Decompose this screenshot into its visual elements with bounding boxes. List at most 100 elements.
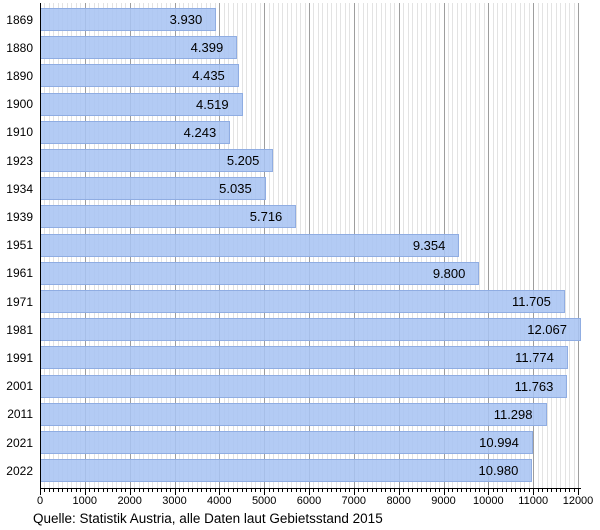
x-tick-major <box>174 489 176 495</box>
x-tick-minor <box>412 489 414 492</box>
x-tick-minor <box>282 489 284 492</box>
bar-1939: 5.716 <box>40 205 297 229</box>
gridline-minor <box>483 3 485 488</box>
x-tick-minor <box>255 489 257 492</box>
x-tick-minor <box>201 489 203 492</box>
y-axis-line <box>40 3 41 489</box>
x-tick-major <box>264 489 266 495</box>
y-axis-label: 1934 <box>6 181 33 196</box>
x-tick-minor <box>425 489 427 492</box>
x-tick-minor <box>313 489 315 492</box>
gridline-minor <box>542 3 544 488</box>
y-axis-label: 1991 <box>6 350 33 365</box>
bar-2021: 10.994 <box>40 431 533 454</box>
x-tick-minor <box>57 489 59 492</box>
bar-value-label: 10.980 <box>478 463 519 479</box>
x-axis-tick-label: 10000 <box>473 495 504 507</box>
bar-value-label: 4.399 <box>190 40 224 56</box>
x-tick-minor <box>519 489 521 492</box>
x-tick-minor <box>277 489 279 492</box>
x-tick-major <box>309 489 310 495</box>
bar-1890: 4.435 <box>40 64 239 88</box>
gridline-minor <box>501 3 503 488</box>
x-tick-minor <box>474 489 476 492</box>
y-axis-label: 2011 <box>7 407 33 422</box>
y-axis-label: 1910 <box>6 125 33 140</box>
x-axis-tick-label: 9000 <box>431 495 456 507</box>
bar-2001: 11.763 <box>40 374 568 398</box>
x-tick-minor <box>48 489 50 492</box>
bar-value-label: 11.763 <box>514 378 554 394</box>
gridline-minor <box>474 3 476 488</box>
bar-1971: 11.705 <box>40 290 565 313</box>
x-tick-minor <box>515 489 517 492</box>
x-tick-major <box>578 489 579 495</box>
x-tick-minor <box>349 489 351 492</box>
gridline-minor <box>492 3 494 488</box>
x-tick-minor <box>497 489 499 492</box>
x-tick-minor <box>510 489 512 492</box>
x-tick-minor <box>421 489 423 492</box>
x-tick-minor <box>492 489 494 492</box>
bar-value-label: 11.774 <box>515 350 554 366</box>
bar-1900: 4.519 <box>40 92 243 116</box>
y-axis-label: 1971 <box>6 294 33 309</box>
bar-value-label: 5.035 <box>219 181 252 197</box>
x-tick-minor <box>116 489 118 492</box>
x-tick-minor <box>380 489 382 492</box>
x-tick-minor <box>237 489 239 492</box>
x-tick-minor <box>80 489 82 492</box>
bar-1951: 9.354 <box>40 233 460 257</box>
bar-value-label: 5.716 <box>249 209 283 225</box>
x-tick-minor <box>111 489 113 492</box>
x-tick-minor <box>322 489 324 492</box>
gridline-minor <box>524 3 526 488</box>
x-axis-tick-label: 2000 <box>117 495 142 507</box>
x-tick-minor <box>93 489 95 492</box>
x-tick-minor <box>362 489 364 492</box>
x-tick-minor <box>98 489 100 492</box>
gridline-minor <box>555 3 557 488</box>
x-tick-major <box>40 489 41 495</box>
x-axis-tick-label: 1000 <box>72 495 98 507</box>
gridline-major <box>578 3 579 488</box>
x-tick-minor <box>205 489 207 492</box>
x-tick-minor <box>376 489 378 492</box>
gridline-minor <box>551 3 553 488</box>
x-tick-minor <box>187 489 189 492</box>
bar-1910: 4.243 <box>40 120 231 144</box>
y-axis-label: 1939 <box>6 209 33 224</box>
x-tick-major <box>219 489 221 495</box>
gridline-minor <box>519 3 521 488</box>
x-tick-minor <box>273 489 275 492</box>
x-tick-minor <box>286 489 288 492</box>
x-tick-minor <box>439 489 441 492</box>
x-tick-major <box>353 489 355 495</box>
x-tick-minor <box>331 489 333 492</box>
gridline-minor <box>546 3 548 488</box>
y-axis-label: 1880 <box>6 40 33 55</box>
x-tick-minor <box>358 489 360 492</box>
x-tick-minor <box>569 489 571 492</box>
chart-source-caption: Quelle: Statistik Austria, alle Daten la… <box>33 511 383 526</box>
y-axis-label: 1923 <box>6 153 33 168</box>
x-tick-minor <box>156 489 158 492</box>
x-tick-minor <box>434 489 436 492</box>
y-axis-label: 2001 <box>6 379 33 394</box>
x-tick-minor <box>192 489 194 492</box>
gridline-minor <box>537 3 539 488</box>
bar-2011: 11.298 <box>40 402 547 426</box>
x-tick-minor <box>147 489 149 492</box>
x-tick-minor <box>407 489 409 492</box>
gridline-minor <box>497 3 499 488</box>
bar-1923: 5.205 <box>40 149 274 172</box>
x-tick-minor <box>178 489 180 492</box>
x-tick-minor <box>196 489 198 492</box>
bar-1869: 3.930 <box>40 8 217 31</box>
x-tick-minor <box>138 489 140 492</box>
x-tick-minor <box>335 489 337 492</box>
x-tick-minor <box>564 489 566 492</box>
x-tick-minor <box>89 489 91 492</box>
x-tick-minor <box>71 489 73 492</box>
x-tick-minor <box>62 489 64 492</box>
